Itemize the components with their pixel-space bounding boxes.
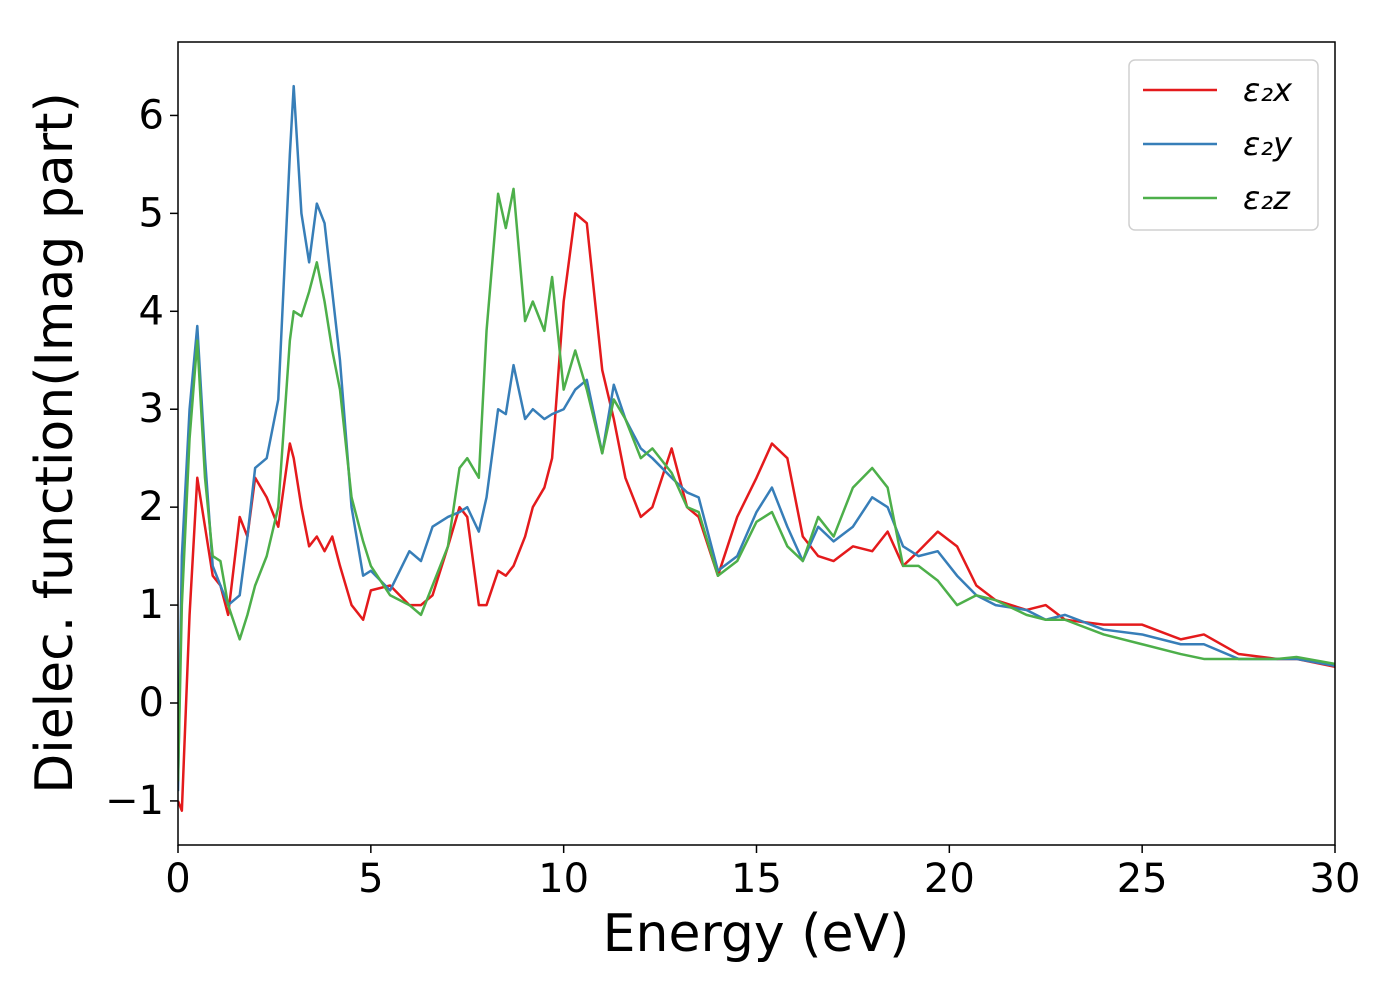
y-tick-label: 6 xyxy=(139,92,164,138)
y-tick-label: 5 xyxy=(139,190,164,236)
line-series xyxy=(178,212,1335,812)
x-axis-label: Energy (eV) xyxy=(603,904,910,964)
x-tick-label: 20 xyxy=(924,856,975,902)
x-tick-label: 0 xyxy=(165,856,190,902)
y-tick-label: 1 xyxy=(139,582,164,628)
line-series xyxy=(178,187,1335,782)
legend-box xyxy=(1128,59,1319,231)
y-axis-label: Dielec. function(Imag part) xyxy=(25,92,85,794)
plot-frame xyxy=(177,41,1336,846)
legend-label: ε₂x xyxy=(1243,71,1293,109)
x-tick-label: 30 xyxy=(1310,856,1361,902)
y-tick-label: 2 xyxy=(139,484,164,530)
x-tick-label: 5 xyxy=(358,856,383,902)
y-tick-label: 0 xyxy=(139,680,164,726)
legend-label: ε₂y xyxy=(1243,125,1293,163)
y-tick-label: 3 xyxy=(139,386,164,432)
x-tick-label: 25 xyxy=(1117,856,1168,902)
legend-label: ε₂z xyxy=(1243,179,1291,217)
y-tick-label: 4 xyxy=(139,288,164,334)
x-tick-label: 10 xyxy=(538,856,589,902)
line-series xyxy=(178,84,1335,792)
y-tick-label: −1 xyxy=(105,778,164,824)
x-tick-label: 15 xyxy=(731,856,782,902)
